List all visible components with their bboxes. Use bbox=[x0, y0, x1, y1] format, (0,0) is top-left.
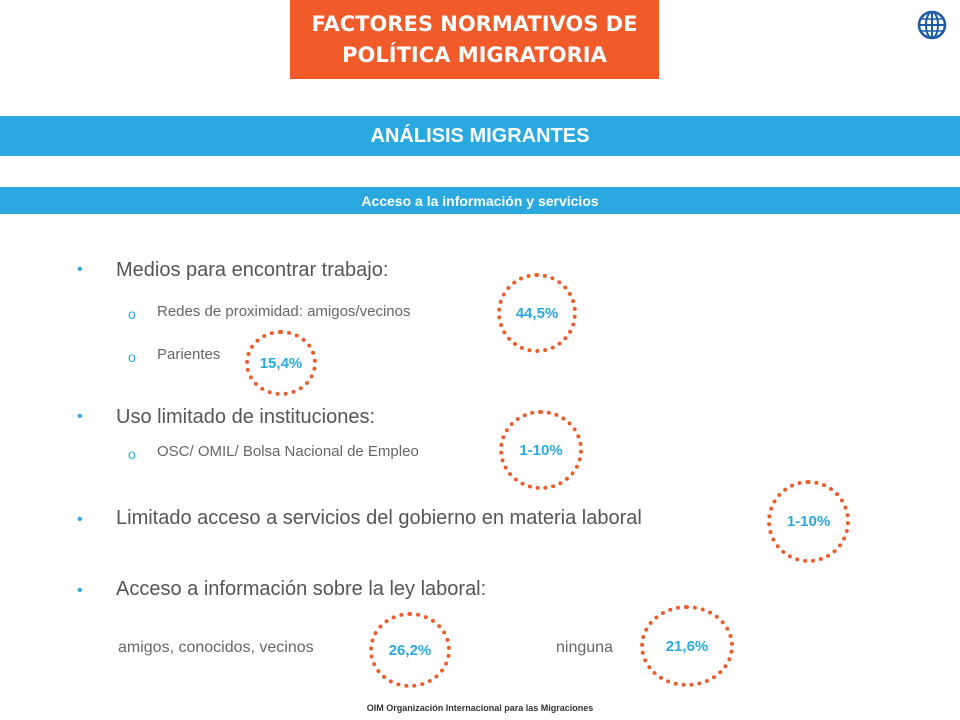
sub-bullet-text: Redes de proximidad: amigos/vecinos bbox=[157, 303, 411, 320]
title-line-2: POLÍTICA MIGRATORIA bbox=[342, 42, 607, 67]
section-band-label: ANÁLISIS MIGRANTES bbox=[370, 124, 590, 147]
stat-circle: 26,2% bbox=[369, 612, 451, 688]
bullet-marker: • bbox=[77, 408, 83, 425]
bullet-text: Medios para encontrar trabajo: bbox=[116, 259, 389, 281]
globe-icon bbox=[917, 10, 947, 40]
info-source-label: amigos, conocidos, vecinos bbox=[118, 639, 314, 656]
subsection-band-label: Acceso a la información y servicios bbox=[361, 192, 599, 209]
sub-bullet-marker: o bbox=[128, 349, 136, 365]
subsection-band: Acceso a la información y servicios bbox=[0, 187, 960, 214]
info-source-label: ninguna bbox=[556, 639, 613, 656]
sub-bullet-text: OSC/ OMIL/ Bolsa Nacional de Empleo bbox=[157, 443, 419, 460]
footer-org-name: OIM Organización Internacional para las … bbox=[366, 703, 594, 713]
stat-circle: 21,6% bbox=[640, 605, 734, 687]
stat-circle: 15,4% bbox=[245, 330, 317, 396]
bullet-text: Acceso a información sobre la ley labora… bbox=[116, 578, 487, 600]
stat-circle: 44,5% bbox=[497, 273, 577, 353]
title-line-1: FACTORES NORMATIVOS DE bbox=[311, 11, 638, 36]
section-band: ANÁLISIS MIGRANTES bbox=[0, 116, 960, 156]
sub-bullet-text: Parientes bbox=[157, 346, 221, 363]
stat-value: 15,4% bbox=[259, 354, 303, 372]
slide-title: FACTORES NORMATIVOS DE POLÍTICA MIGRATOR… bbox=[290, 0, 659, 79]
stat-value: 1-10% bbox=[519, 441, 563, 459]
sub-bullet-marker: o bbox=[128, 306, 136, 322]
stat-value: 44,5% bbox=[515, 304, 559, 322]
sub-bullet-marker: o bbox=[128, 446, 136, 462]
stat-value: 1-10% bbox=[786, 513, 831, 530]
bullet-marker: • bbox=[77, 582, 83, 599]
stat-value: 26,2% bbox=[388, 641, 432, 659]
bullet-text: Limitado acceso a servicios del gobierno… bbox=[116, 507, 642, 529]
stat-value: 21,6% bbox=[665, 637, 709, 655]
bullet-marker: • bbox=[77, 261, 83, 278]
stat-circle: 1-10% bbox=[499, 410, 583, 490]
bullet-marker: • bbox=[77, 511, 83, 528]
stat-circle: 1-10% bbox=[767, 480, 850, 563]
bullet-text: Uso limitado de instituciones: bbox=[116, 406, 376, 428]
